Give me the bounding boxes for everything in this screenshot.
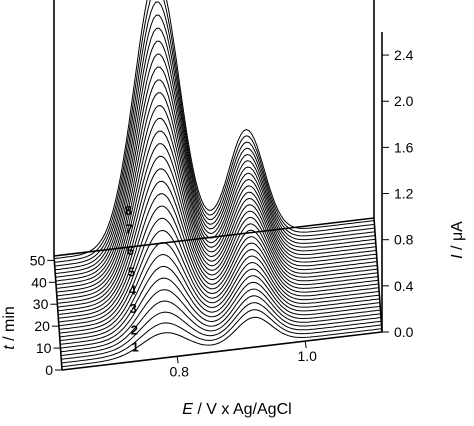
series-curve-3 <box>61 302 382 360</box>
series-curve-27 <box>54 14 376 271</box>
z-tick-label-0: 0.0 <box>394 324 414 340</box>
z-tick-label-1: 0.4 <box>394 278 414 294</box>
series-curve-15 <box>58 168 379 315</box>
z-axis-label: I / μA <box>449 221 466 259</box>
series-curve-25 <box>55 40 376 278</box>
curve-label-group: 1 2 3 4 5 6 7 8 <box>125 203 139 354</box>
z-tick-label-5: 2.0 <box>394 93 414 109</box>
curve-label-8: 8 <box>125 203 132 218</box>
x-tick-0 <box>176 356 179 364</box>
series-curve-5 <box>60 288 381 353</box>
curve-label-1: 1 <box>132 339 139 354</box>
t-tick-label-1: 10 <box>36 340 52 356</box>
series-curve-26 <box>55 27 376 274</box>
axis-frame <box>53 0 383 371</box>
series-curve-6 <box>60 277 381 349</box>
t-tick-label-2: 20 <box>34 318 50 334</box>
curve-label-5: 5 <box>128 264 135 279</box>
z-tick-label-3: 1.2 <box>394 186 414 202</box>
series-curve-1 <box>61 316 382 368</box>
z-tick-label-6: 2.4 <box>394 47 414 63</box>
x-axis-label: E / V x Ag/AgCl <box>182 401 291 418</box>
left-t-axis <box>53 255 63 371</box>
curve-label-3: 3 <box>130 301 137 316</box>
series-curve-20 <box>56 105 377 297</box>
curve-label-2: 2 <box>131 322 138 337</box>
series-curve-30 <box>54 0 375 260</box>
series-curve-23 <box>55 66 377 286</box>
t-axis-label: t / min <box>1 306 18 350</box>
series-curve-7 <box>60 265 381 345</box>
x-tick-label-0: 0.8 <box>169 363 189 379</box>
curve-label-4: 4 <box>129 283 137 298</box>
series-curve-12 <box>58 205 379 327</box>
z-tick-label-4: 1.6 <box>394 139 414 155</box>
z-tick-label-2: 0.8 <box>394 232 414 248</box>
series-curve-9 <box>59 242 380 338</box>
t-tick-label-5: 50 <box>30 252 46 268</box>
series-curve-8 <box>59 253 380 342</box>
t-tick-label-0: 0 <box>45 362 53 378</box>
series-curve-11 <box>59 217 380 330</box>
series-curve-24 <box>55 53 376 282</box>
series-curve-14 <box>58 180 379 319</box>
right-floor-edge <box>373 217 383 333</box>
series-curve-13 <box>58 193 379 323</box>
series-curve-29 <box>54 0 375 263</box>
t-tick-label-3: 30 <box>33 296 49 312</box>
series-curve-17 <box>57 143 378 308</box>
series-curve-10 <box>59 229 380 334</box>
front-x-axis <box>61 331 383 371</box>
series-curve-4 <box>60 295 382 356</box>
t-tick-label-4: 40 <box>31 274 47 290</box>
curve-label-7: 7 <box>126 222 133 237</box>
series-curve-2 <box>61 309 382 364</box>
series-curve-28 <box>54 1 375 267</box>
tick-group: 0.8 1.0 0 10 20 30 40 50 0.0 0.4 0.8 1.2 1.6 2.0 2.4 <box>30 47 414 379</box>
x-tick-label-1: 1.0 <box>297 348 317 364</box>
series-curve-16 <box>57 155 378 312</box>
back-floor-edge <box>53 217 375 257</box>
series-curve-21 <box>56 92 377 293</box>
curve-group <box>54 0 382 368</box>
series-curve-18 <box>57 130 378 304</box>
series-curve-19 <box>57 117 378 301</box>
curve-label-6: 6 <box>127 243 134 258</box>
x-tick-1 <box>304 341 307 349</box>
series-curve-22 <box>56 79 377 289</box>
